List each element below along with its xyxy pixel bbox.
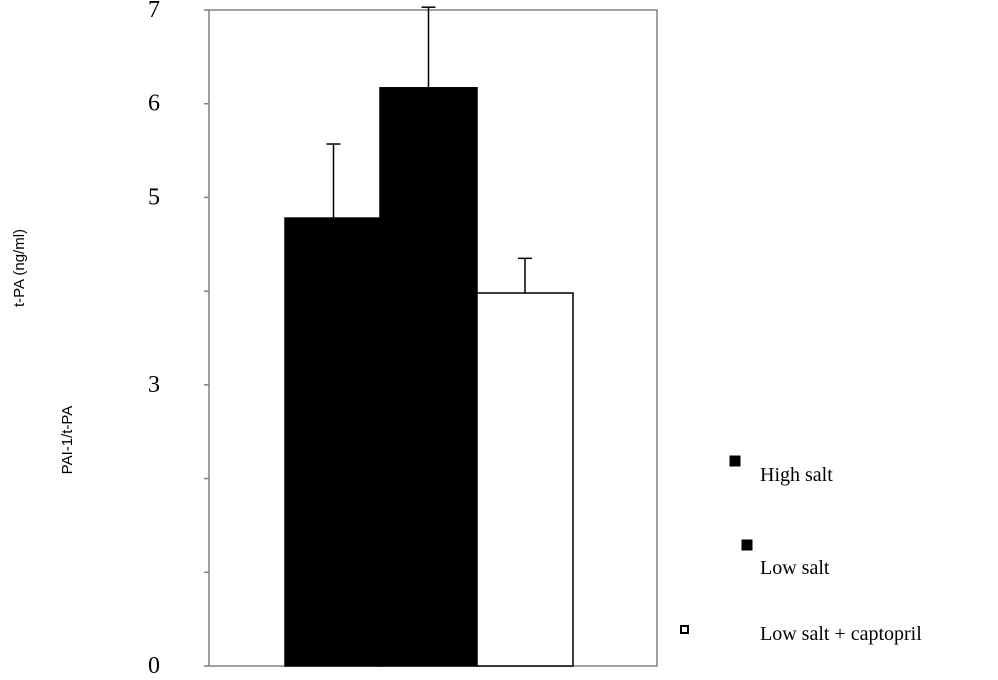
y-tick-label: 6 — [148, 91, 160, 117]
legend-label-low-salt: Low salt — [760, 557, 830, 579]
legend-swatch-low-salt-captopril — [680, 625, 689, 634]
y-axis-tick-labels: 0 3 5 6 7 — [148, 0, 160, 679]
legend-label-high-salt: High salt — [760, 464, 833, 486]
y-tick-label: 3 — [148, 372, 160, 398]
y-tick-label: 0 — [148, 653, 160, 679]
bars — [284, 87, 574, 667]
y-axis-ticks — [204, 9, 209, 667]
legend-swatch-high-salt — [729, 455, 741, 467]
legend: High salt Low salt Low salt + captopril — [680, 455, 922, 645]
legend-swatch-low-salt — [741, 539, 753, 551]
y-tick-label: 7 — [148, 0, 160, 23]
legend-label-low-salt-captopril: Low salt + captopril — [760, 623, 922, 645]
bar-3 — [476, 292, 574, 667]
bar-1 — [284, 217, 383, 667]
y-axis-label-primary: t-PA (ng/ml) — [11, 229, 28, 307]
y-tick-label: 5 — [148, 184, 160, 210]
y-axis-label-secondary: PAI-1/t-PA — [59, 406, 76, 475]
error-bars — [326, 6, 532, 294]
bar-2 — [379, 87, 478, 667]
